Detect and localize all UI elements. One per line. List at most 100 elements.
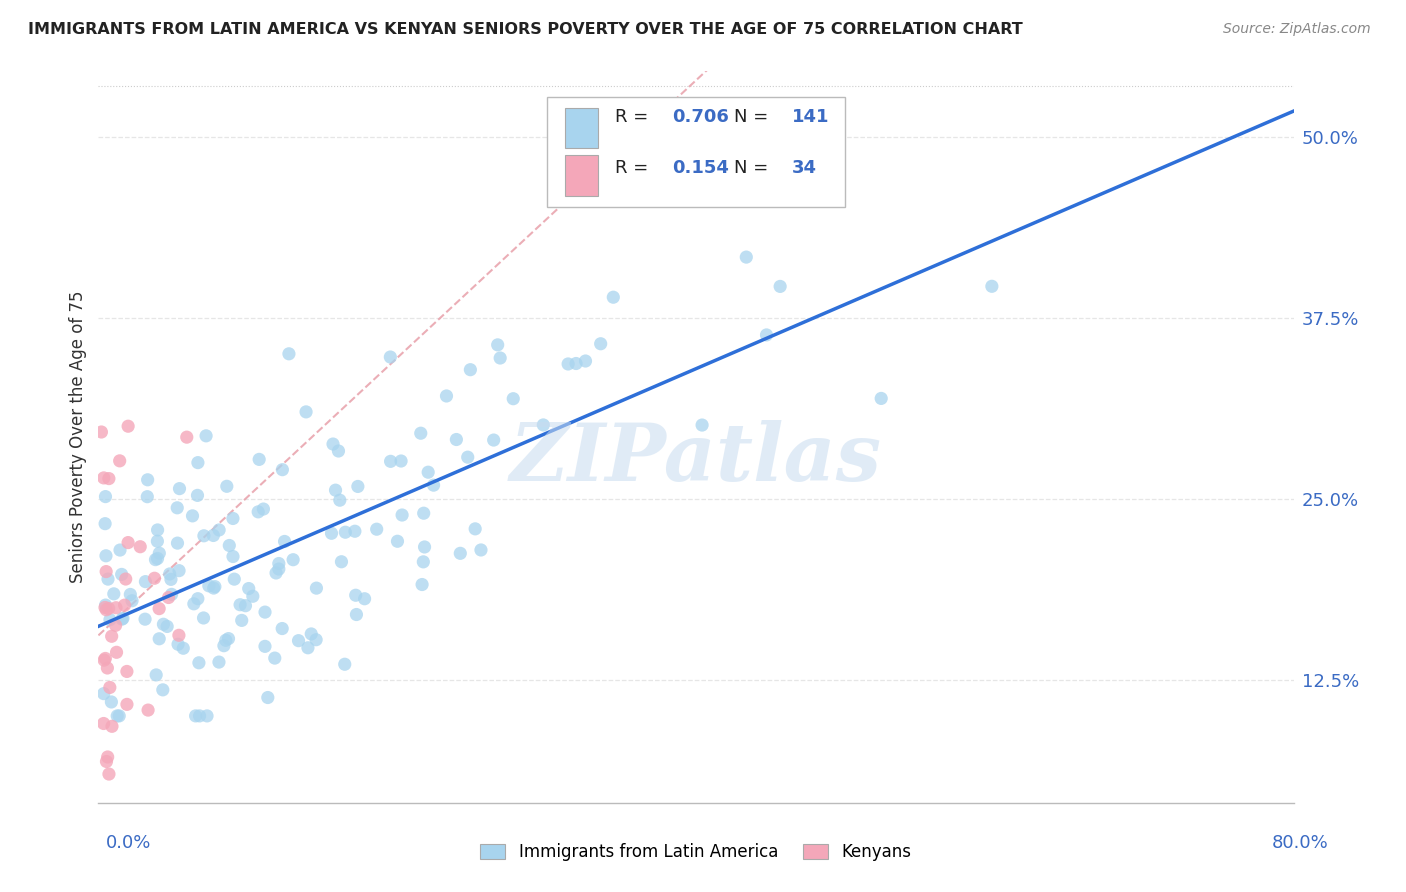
Point: [97, 601, 120, 615]
Point: [247, 505, 270, 519]
Point: [256, 690, 278, 705]
Point: [145, 552, 167, 566]
Point: [202, 528, 225, 542]
Point: [94, 565, 117, 579]
Point: [565, 357, 588, 371]
Point: [574, 354, 596, 368]
Point: [215, 479, 238, 493]
Text: 34: 34: [792, 159, 817, 177]
FancyBboxPatch shape: [565, 108, 598, 148]
Point: [121, 593, 143, 607]
Point: [176, 430, 198, 444]
Point: [278, 347, 301, 361]
Point: [464, 522, 486, 536]
Point: [146, 551, 169, 566]
Point: [193, 611, 215, 625]
Point: [273, 534, 295, 549]
Point: [90, 425, 112, 439]
Point: [183, 597, 205, 611]
Point: [253, 640, 276, 654]
Point: [148, 601, 170, 615]
Point: [238, 582, 260, 596]
Point: [157, 591, 180, 605]
Point: [108, 709, 131, 723]
Point: [136, 473, 159, 487]
Point: [389, 454, 412, 468]
Point: [531, 417, 554, 432]
Point: [489, 351, 512, 365]
Point: [100, 629, 122, 643]
Point: [218, 632, 240, 646]
Point: [152, 682, 174, 697]
Point: [347, 479, 370, 493]
Point: [156, 619, 179, 633]
Point: [387, 534, 409, 549]
Point: [195, 709, 218, 723]
Point: [380, 350, 402, 364]
Point: [413, 540, 436, 554]
Point: [105, 600, 128, 615]
Point: [557, 357, 579, 371]
Point: [159, 566, 181, 581]
Point: [271, 622, 294, 636]
Point: [96, 603, 118, 617]
Point: [187, 591, 209, 606]
Text: 141: 141: [792, 108, 830, 126]
Point: [411, 577, 433, 591]
Point: [136, 703, 159, 717]
Y-axis label: Seniors Poverty Over the Age of 75: Seniors Poverty Over the Age of 75: [69, 291, 87, 583]
Point: [186, 488, 208, 502]
Point: [146, 523, 169, 537]
Point: [111, 611, 134, 625]
Point: [204, 580, 226, 594]
Point: [166, 536, 188, 550]
Point: [208, 655, 231, 669]
Point: [263, 651, 285, 665]
Point: [93, 716, 115, 731]
Point: [267, 562, 290, 576]
Point: [115, 698, 138, 712]
Point: [120, 587, 142, 601]
Point: [305, 632, 328, 647]
Point: [188, 709, 211, 723]
Point: [321, 526, 343, 541]
Point: [253, 605, 276, 619]
Point: [330, 555, 353, 569]
Point: [167, 564, 190, 578]
Point: [114, 572, 136, 586]
Point: [344, 588, 367, 602]
Point: [502, 392, 524, 406]
Point: [117, 419, 139, 434]
Point: [111, 612, 134, 626]
Point: [136, 490, 159, 504]
Point: [412, 555, 434, 569]
Point: [870, 392, 893, 406]
Point: [281, 552, 304, 566]
Point: [470, 543, 492, 558]
Point: [380, 454, 402, 468]
Text: R =: R =: [614, 108, 654, 126]
Point: [305, 581, 328, 595]
Point: [152, 617, 174, 632]
Point: [172, 641, 194, 656]
Point: [222, 511, 245, 525]
Point: [346, 607, 368, 622]
Point: [980, 279, 1002, 293]
Point: [187, 656, 209, 670]
Text: 0.154: 0.154: [672, 159, 728, 177]
Text: 0.0%: 0.0%: [105, 834, 150, 852]
Point: [446, 433, 468, 447]
Point: [148, 632, 170, 646]
Point: [343, 524, 366, 539]
Point: [93, 471, 115, 485]
Point: [100, 695, 122, 709]
Point: [229, 598, 252, 612]
Point: [94, 600, 117, 615]
Point: [418, 465, 440, 479]
Point: [287, 633, 309, 648]
Text: 0.706: 0.706: [672, 108, 728, 126]
Point: [193, 529, 215, 543]
Point: [160, 587, 183, 601]
Point: [366, 522, 388, 536]
Point: [114, 598, 136, 612]
